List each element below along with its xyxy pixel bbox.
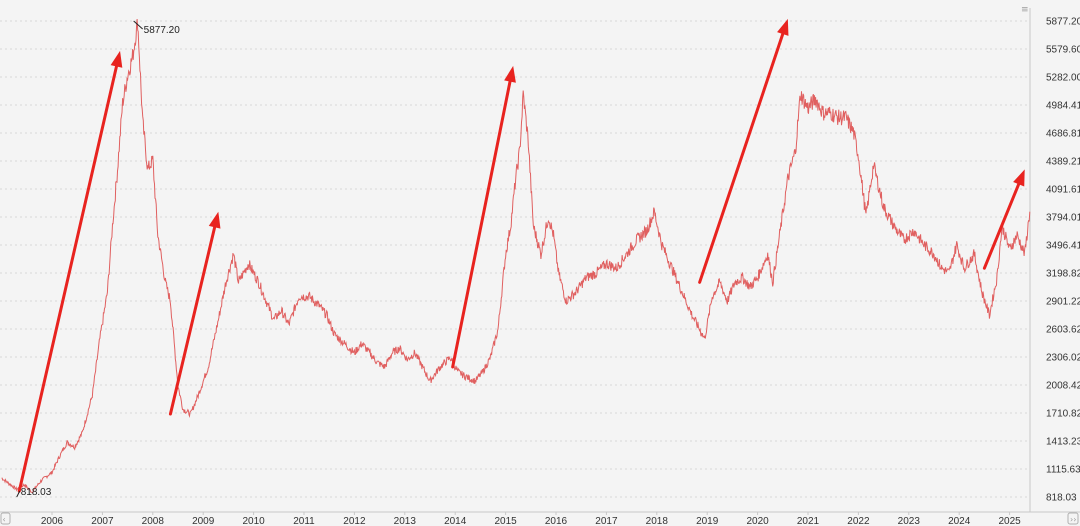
x-tick-label: 2022	[847, 516, 870, 526]
grid-lines	[0, 20, 1030, 498]
x-tick-label: 2014	[444, 516, 467, 526]
arrow-head	[1013, 169, 1025, 187]
y-tick-label: 5877.20	[1046, 17, 1080, 28]
arrow-head	[208, 211, 221, 229]
arrow-shaft	[982, 182, 1021, 270]
trend-arrows	[17, 18, 1025, 493]
arrow-shaft	[451, 80, 512, 369]
y-tick-label: 4091.61	[1046, 185, 1080, 196]
y-tick-label: 3794.01	[1046, 213, 1080, 224]
x-tick-label: 2006	[41, 516, 64, 526]
trend-arrow	[698, 18, 789, 284]
chevron-right-icon: ››	[1070, 515, 1076, 524]
scroll-right-button[interactable]: ››	[1067, 512, 1079, 525]
x-tick-label: 2019	[696, 516, 719, 526]
y-tick-label: 2901.22	[1046, 296, 1080, 307]
y-tick-label: 3496.41	[1046, 241, 1080, 252]
series-line	[1, 18, 1031, 494]
y-tick-label: 1413.23	[1046, 436, 1080, 447]
y-tick-label: 3198.82	[1046, 268, 1080, 279]
y-tick-label: 5282.00	[1046, 73, 1080, 84]
arrow-shaft	[168, 225, 217, 416]
x-tick-label: 2024	[948, 516, 971, 526]
settings-icon: ≡	[1021, 5, 1029, 15]
x-tick-label: 2008	[142, 516, 165, 526]
y-tick-label: 2603.62	[1046, 324, 1080, 335]
annotation-label: 5877.20	[144, 25, 181, 36]
x-tick-label: 2011	[293, 516, 315, 526]
trend-arrow	[17, 50, 123, 493]
trend-arrow	[168, 211, 221, 416]
x-tick-label: 2013	[394, 516, 417, 526]
x-tick-label: 2015	[494, 516, 517, 526]
x-tick-label: 2023	[898, 516, 921, 526]
y-tick-label: 4686.81	[1046, 128, 1080, 139]
y-tick-label: 4984.41	[1046, 100, 1080, 111]
arrow-head	[504, 65, 516, 83]
chevron-left-icon: ‹	[3, 515, 6, 524]
chart-settings-button[interactable]: ≡	[1021, 5, 1029, 15]
x-tick-label: 2009	[192, 516, 215, 526]
y-axis-ticks: 5877.20 5579.60 5282.00 4984.41 4686.81 4389.…	[1046, 17, 1080, 504]
annotation-leader	[16, 490, 21, 498]
x-tick-label: 2020	[746, 516, 769, 526]
x-tick-label: 2017	[595, 516, 618, 526]
annotation-leader	[133, 20, 143, 30]
x-axis-ticks: 2006 2007 2008 2009 2010 2011 2012 2013 2014 2015…	[41, 512, 1021, 526]
annotation-label: 818.03	[21, 487, 52, 498]
x-tick-label: 2021	[797, 516, 820, 526]
y-tick-label: 2008.42	[1046, 381, 1080, 392]
scroll-left-button[interactable]: ‹	[0, 512, 11, 525]
value-annotations: 5877.20 818.03	[16, 20, 181, 498]
x-tick-label: 2016	[545, 516, 568, 526]
y-tick-label: 1710.82	[1046, 409, 1080, 420]
value-annotation: 818.03	[16, 487, 52, 498]
y-tick-label: 4389.21	[1046, 156, 1080, 167]
arrow-head	[110, 50, 123, 68]
y-tick-label: 5579.60	[1046, 45, 1080, 56]
x-tick-label: 2007	[91, 516, 114, 526]
value-annotation: 5877.20	[133, 20, 181, 36]
x-tick-label: 2025	[998, 516, 1021, 526]
trend-arrow	[451, 65, 516, 369]
x-tick-label: 2018	[646, 516, 669, 526]
arrow-shaft	[17, 64, 118, 493]
y-tick-label: 1115.63	[1046, 464, 1080, 475]
y-tick-label: 818.03	[1046, 493, 1077, 504]
x-tick-label: 2012	[343, 516, 366, 526]
arrow-shaft	[698, 32, 785, 284]
y-tick-label: 2306.02	[1046, 353, 1080, 364]
x-tick-label: 2010	[242, 516, 265, 526]
trend-arrow	[982, 169, 1025, 270]
arrow-head	[777, 18, 789, 36]
